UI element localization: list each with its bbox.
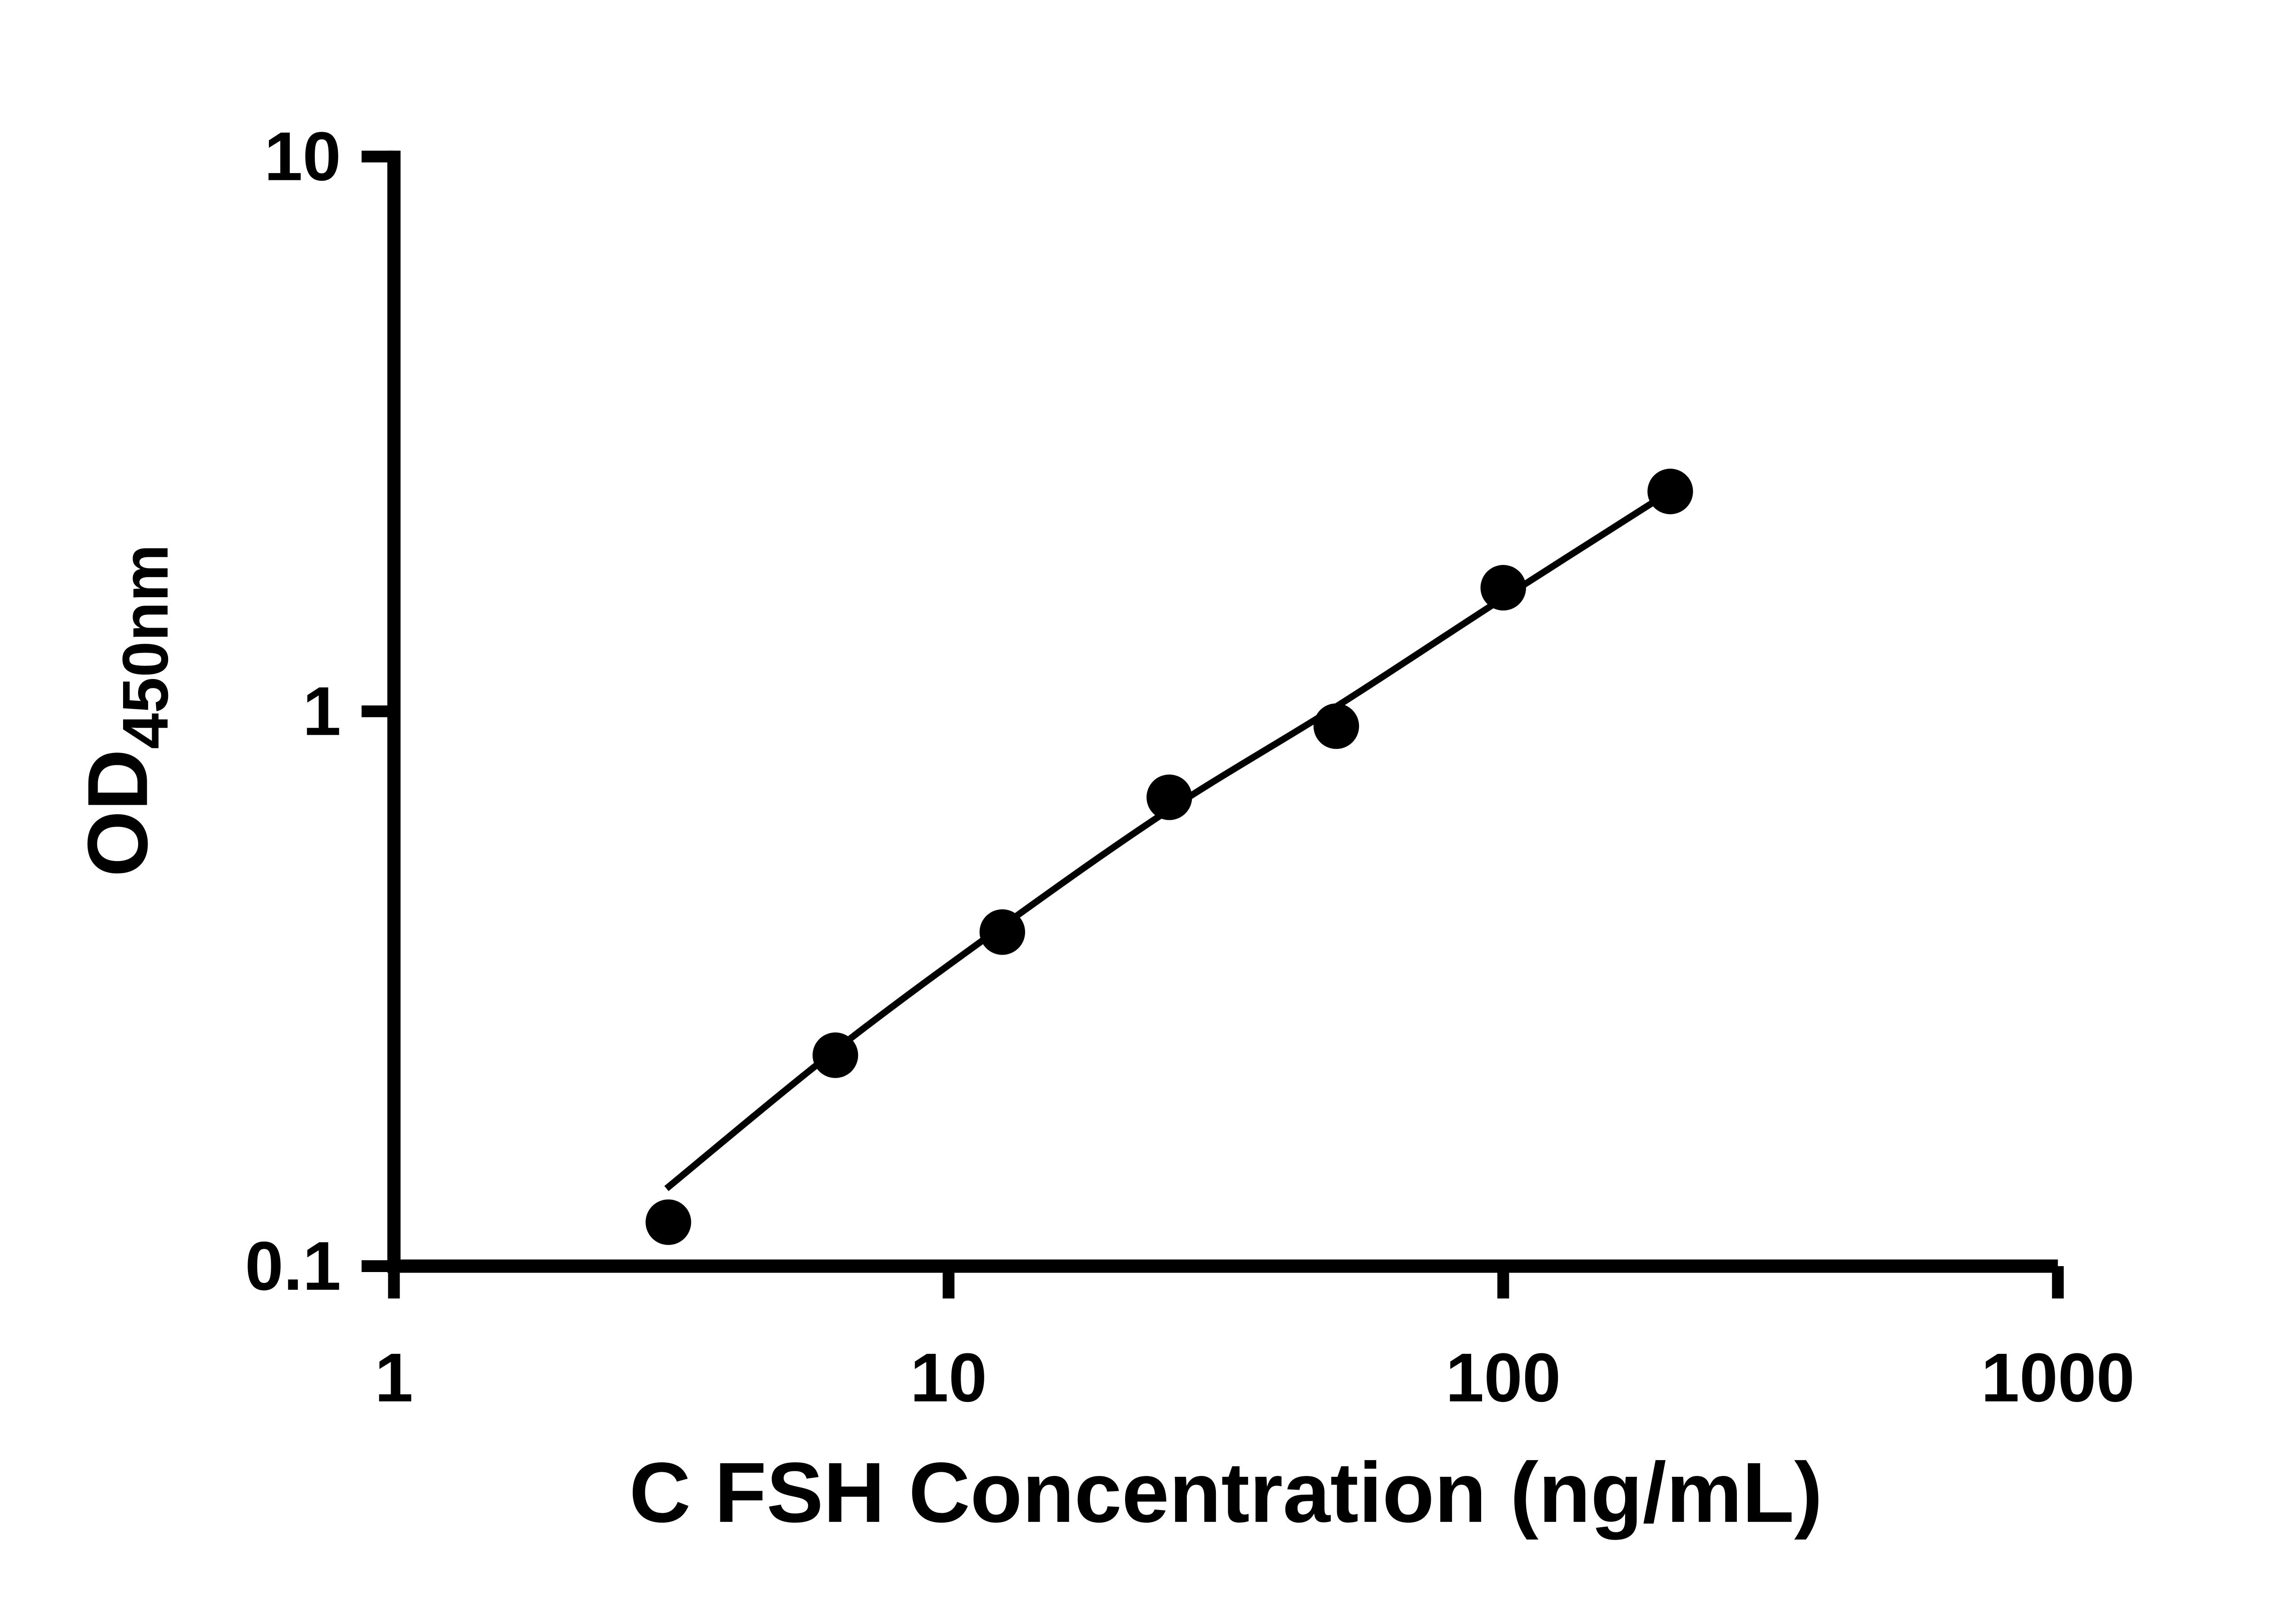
y-axis-title-main: OD <box>70 749 165 877</box>
y-axis-title-subscript: 450nm <box>109 544 182 749</box>
data-point <box>1647 469 1693 515</box>
data-point <box>645 1199 691 1245</box>
x-axis-title: C FSH Concentration (ng/mL) <box>629 1445 1822 1540</box>
y-tick-label: 1 <box>302 673 341 750</box>
x-tick-label: 1 <box>375 1339 413 1416</box>
data-point <box>1313 703 1359 749</box>
y-axis-title: OD450nm <box>70 544 182 877</box>
axis-spine <box>387 150 2058 1273</box>
plot-layer: 0.1 1 10 1 10 100 1000 <box>245 118 2135 1416</box>
x-tick-label: 100 <box>1446 1339 1561 1416</box>
data-point <box>1146 774 1192 820</box>
data-point <box>1480 564 1526 611</box>
data-point <box>979 909 1025 955</box>
data-point <box>812 1032 858 1078</box>
y-tick-label: 10 <box>264 118 341 195</box>
x-tick-label: 1000 <box>1981 1339 2135 1416</box>
x-tick-label: 10 <box>910 1339 987 1416</box>
y-tick-label: 0.1 <box>245 1228 341 1305</box>
